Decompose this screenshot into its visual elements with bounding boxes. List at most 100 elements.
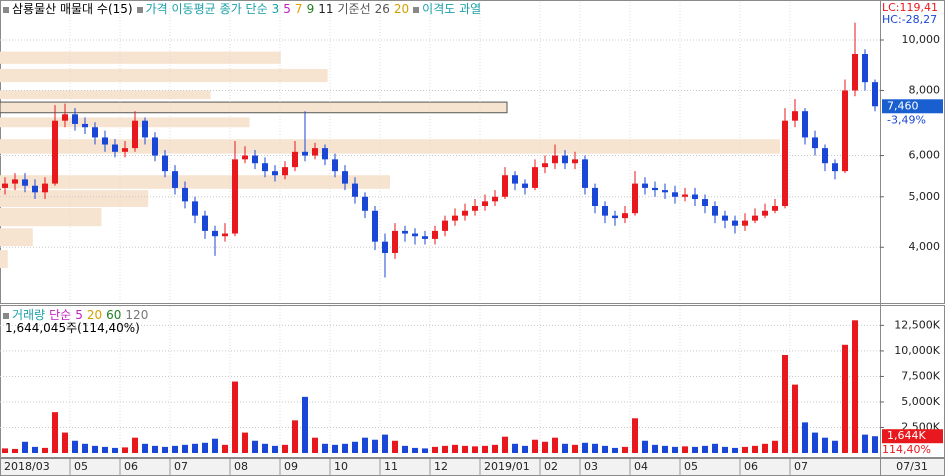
x-tick-label: 07 [794,460,808,473]
candle-body [292,151,298,168]
candle-body [702,199,708,207]
legend-icon [413,6,420,13]
x-tick-label: 08 [234,460,248,473]
volume-bar [142,443,148,453]
volume-bar [642,440,648,453]
candle-body [602,206,608,216]
x-tick-label: 2019/01 [484,460,530,473]
candle-body [612,215,618,219]
volume-bar [512,443,518,453]
candle-body [252,155,258,164]
volume-bar [802,422,808,453]
volume-bar [362,437,368,453]
volume-bar [842,344,848,453]
candle-body [52,120,58,184]
candle-body [332,159,338,172]
volume-bar [552,437,558,453]
candle-body [392,230,398,253]
volume-bar [12,448,18,453]
y-tick-label: 7,500K [901,369,940,382]
candle-body [62,114,68,121]
candle-body [852,54,858,91]
x-tick-label: 09 [284,460,298,473]
candle-body [722,215,728,221]
legend-entry: 120 [125,308,149,322]
volume-bar [212,438,218,453]
volume-bar [82,443,88,453]
candle-body [622,213,628,219]
candle-body [652,187,658,191]
chart-title: 삼룡물산 매물대 수(15) [12,2,133,16]
volume-bar [492,444,498,453]
hc-label: HC:-28,27 [882,13,937,26]
legend-icon [3,312,9,319]
candle-body [202,215,208,231]
y-tick-label: 4,000 [909,240,941,253]
candle-body [712,206,718,216]
volume-bar [762,443,768,453]
x-tick-label: 11 [384,460,398,473]
candle-body [522,183,528,188]
volume-subtitle-box: 1,644,045주(114,40%) [5,320,144,336]
volume-bar [652,444,658,453]
candle-body [872,82,878,107]
volume-bar [632,418,638,453]
volume-bar [352,441,358,453]
volume-bar [252,440,258,453]
volume-bar [342,443,348,453]
legend-icon [136,6,143,13]
candle-body [112,144,118,152]
volume-bar [182,444,188,453]
last-volume-label: 1,644K [887,429,926,442]
volume-profile-bar [0,68,328,83]
candle-body [752,215,758,221]
candle-body [102,137,108,145]
volume-bar [782,355,788,453]
volume-bar [522,445,528,453]
last-volume-box [882,429,943,444]
volume-bar [302,396,308,453]
volume-bar [742,446,748,453]
volume-subtitle: 1,644,045주(114,40%) [5,321,140,335]
volume-bar [242,432,248,453]
candle-body [632,183,638,214]
volume-profile-bar [0,117,250,128]
x-tick-label: 02 [544,460,558,473]
volume-bar [532,439,538,453]
volume-bar [122,447,128,453]
candle-body [732,220,738,226]
candle-body [462,210,468,216]
candle-body [362,196,368,211]
volume-bar [592,443,598,453]
volume-bar [682,446,688,453]
volume-bar [722,446,728,453]
volume-bar [462,445,468,453]
candle-body [72,114,78,124]
candle-body [142,120,148,138]
volume-bar [262,443,268,453]
volume-profile-bar [0,139,780,154]
x-tick-label: 10 [334,460,348,473]
volume-profile-bar [0,51,281,64]
volume-bar [582,442,588,453]
volume-bar [772,440,778,453]
volume-bar [62,432,68,453]
y-tick-label: 10,000 [902,33,941,46]
volume-bar [202,442,208,453]
candle-body [502,175,508,197]
volume-bar [732,447,738,453]
last-price-box [882,99,943,114]
volume-bar [22,441,28,453]
volume-profile-bar [0,228,33,247]
volume-bar [312,437,318,453]
x-tick-label: 06 [124,460,138,473]
candle-body [172,171,178,188]
volume-bar [872,436,878,453]
x-tick-label: 03 [584,460,598,473]
volume-bar [232,381,238,453]
candle-body [802,111,808,138]
volume-profile-bar [0,90,211,100]
candle-body [282,167,288,176]
legend-entry: 가격 이동평균 [145,2,216,16]
